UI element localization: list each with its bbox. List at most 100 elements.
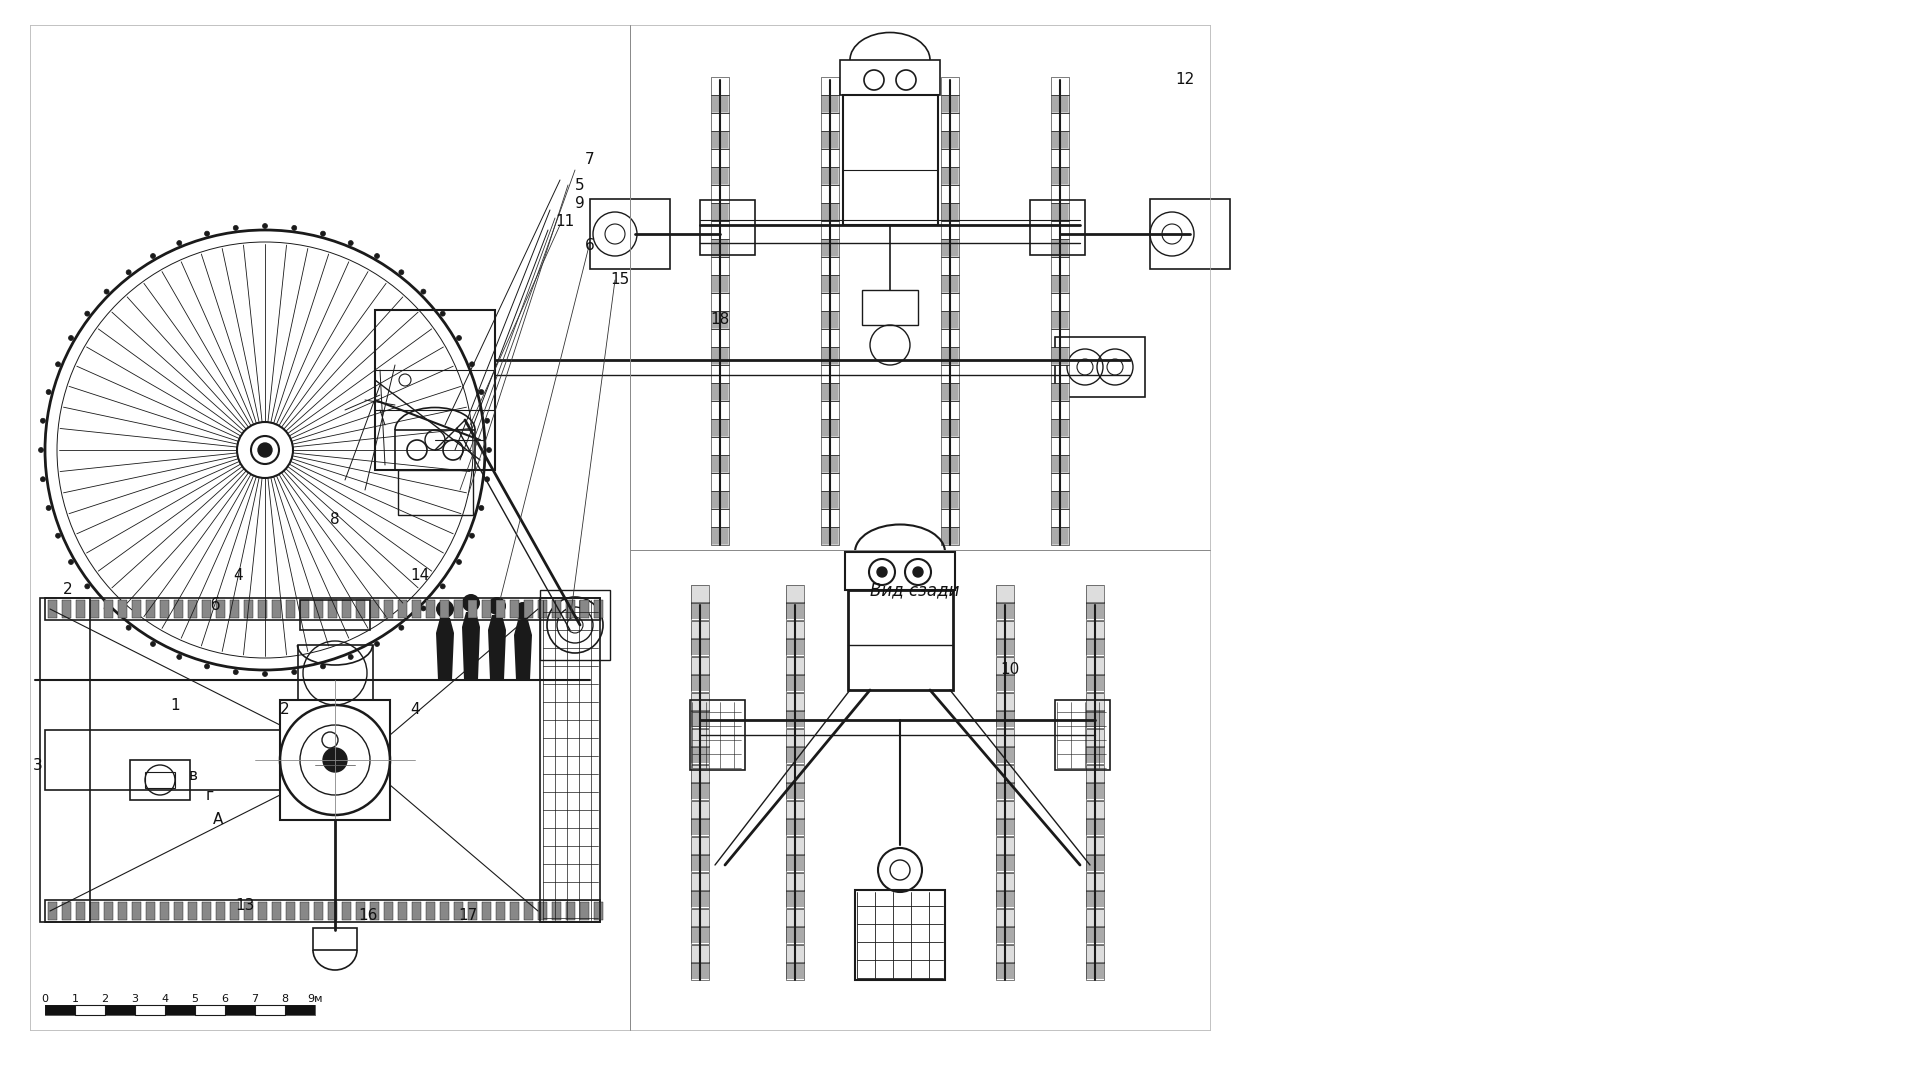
Bar xyxy=(785,801,804,819)
Bar xyxy=(300,902,309,920)
Bar xyxy=(691,801,708,819)
Bar xyxy=(196,1005,225,1015)
Bar xyxy=(1087,747,1104,762)
Bar xyxy=(822,492,837,508)
Bar xyxy=(996,657,1014,675)
Bar xyxy=(785,657,804,675)
Text: 6: 6 xyxy=(221,994,228,1004)
Bar xyxy=(1087,765,1104,783)
Bar xyxy=(712,528,728,544)
Bar xyxy=(996,675,1014,691)
Bar xyxy=(175,600,182,618)
Bar xyxy=(77,600,84,618)
Text: 2: 2 xyxy=(102,994,109,1004)
Bar xyxy=(1087,693,1104,710)
Bar xyxy=(822,239,839,257)
Bar xyxy=(146,902,156,920)
Bar xyxy=(691,873,708,890)
Bar xyxy=(413,600,420,618)
Bar xyxy=(1050,509,1069,527)
Bar xyxy=(785,747,804,762)
Bar xyxy=(328,600,338,618)
Bar xyxy=(996,927,1014,943)
Bar xyxy=(996,729,1014,747)
Bar xyxy=(1052,384,1068,400)
Bar xyxy=(566,600,574,618)
Circle shape xyxy=(84,311,90,316)
Bar xyxy=(941,221,958,239)
Bar xyxy=(384,902,394,920)
Circle shape xyxy=(484,418,490,423)
Bar xyxy=(117,600,127,618)
Bar xyxy=(566,600,574,618)
Bar xyxy=(225,1005,255,1015)
Bar xyxy=(785,674,804,692)
Circle shape xyxy=(457,559,461,565)
Bar xyxy=(165,1005,196,1015)
Bar xyxy=(691,675,708,691)
Bar xyxy=(1087,783,1104,799)
Circle shape xyxy=(457,336,461,340)
Bar xyxy=(90,902,100,920)
Bar xyxy=(90,600,100,618)
Bar xyxy=(188,902,198,920)
Bar xyxy=(371,902,378,920)
Bar xyxy=(355,902,365,920)
Bar xyxy=(1050,347,1069,365)
Bar xyxy=(286,902,296,920)
Bar xyxy=(1052,456,1068,472)
Bar xyxy=(941,77,958,95)
Bar xyxy=(691,765,708,783)
Bar xyxy=(1087,603,1104,619)
Bar xyxy=(495,600,505,618)
Circle shape xyxy=(374,254,380,258)
Bar xyxy=(540,598,599,922)
Bar xyxy=(511,902,518,920)
Bar xyxy=(1087,837,1104,854)
Bar xyxy=(710,95,730,113)
Bar xyxy=(710,419,730,437)
Bar xyxy=(273,902,280,920)
Bar xyxy=(131,760,190,800)
Bar xyxy=(1050,221,1069,239)
Bar xyxy=(822,168,837,184)
Bar xyxy=(495,902,505,920)
Bar xyxy=(996,945,1014,963)
Bar xyxy=(822,293,839,311)
Bar xyxy=(580,600,589,618)
Bar xyxy=(822,527,839,545)
Bar xyxy=(941,347,958,365)
Bar xyxy=(712,168,728,184)
Bar xyxy=(996,693,1014,710)
Bar xyxy=(941,239,958,257)
Bar xyxy=(996,926,1014,944)
Bar xyxy=(1052,240,1068,256)
Bar xyxy=(712,348,728,364)
Bar xyxy=(328,600,338,618)
Bar xyxy=(689,700,745,770)
Bar xyxy=(1050,131,1069,149)
Bar xyxy=(822,455,839,473)
Bar xyxy=(691,638,708,656)
Text: 18: 18 xyxy=(710,312,730,327)
Bar xyxy=(822,419,839,437)
Bar xyxy=(710,509,730,527)
Bar xyxy=(1050,95,1069,113)
Bar xyxy=(1087,585,1104,603)
Text: 8: 8 xyxy=(330,513,340,527)
Bar xyxy=(511,600,518,618)
Circle shape xyxy=(486,447,492,453)
Bar xyxy=(300,600,309,618)
Bar xyxy=(230,600,238,618)
Bar xyxy=(943,492,958,508)
Text: 4: 4 xyxy=(232,567,242,582)
Circle shape xyxy=(478,505,484,511)
Bar xyxy=(996,782,1014,800)
Circle shape xyxy=(177,654,182,660)
Bar xyxy=(328,902,338,920)
Bar xyxy=(941,293,958,311)
Circle shape xyxy=(127,270,131,274)
Bar xyxy=(313,928,357,950)
Text: 13: 13 xyxy=(236,897,255,913)
Bar xyxy=(257,600,267,618)
